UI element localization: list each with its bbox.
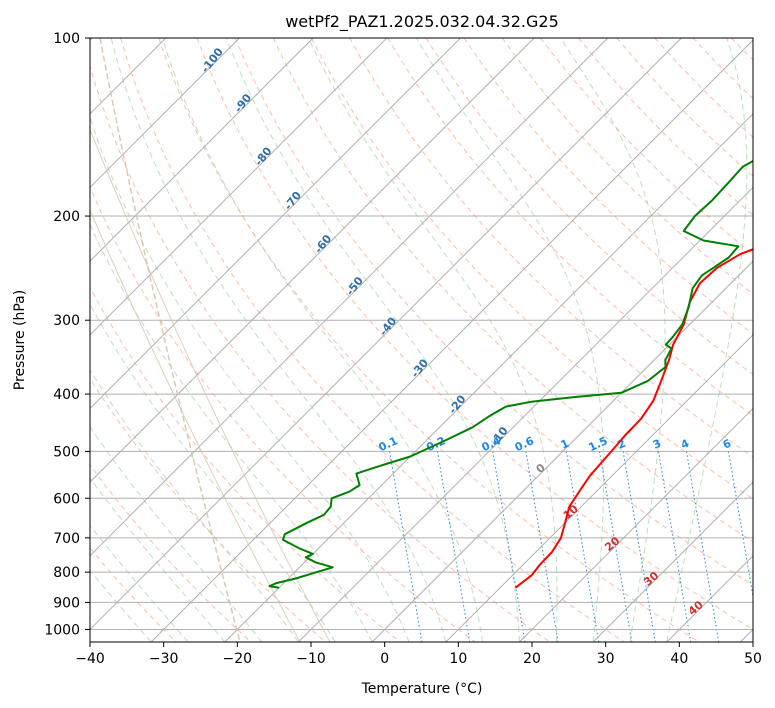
- mixing-ratio-line: [657, 451, 692, 642]
- x-tick-label: 30: [597, 651, 615, 667]
- background-arcs: [90, 38, 331, 642]
- isotherm-line: [90, 38, 609, 557]
- x-tick-label: 20: [523, 651, 541, 667]
- moist-adiabat: [90, 569, 152, 642]
- x-tick-label: 10: [449, 651, 467, 667]
- mixing-ratio-line: [389, 451, 423, 642]
- y-tick-label: 500: [53, 444, 80, 460]
- mixing-ratio-line: [436, 451, 471, 642]
- plot-frame: [89, 37, 754, 643]
- x-axis-ticks: −40 −30 −20 −10 0 10 20 30 40 50: [75, 642, 762, 667]
- x-axis-label: Temperature (°C): [361, 681, 483, 697]
- mixing-ratio-line: [492, 451, 526, 642]
- y-tick-label: 400: [53, 387, 80, 403]
- isotherm-line: [90, 38, 535, 483]
- mixing-ratio-line: [685, 451, 720, 642]
- isotherm-line: [298, 186, 753, 642]
- mixing-ratio-line: [565, 451, 600, 642]
- dry-adiabat: [234, 38, 753, 586]
- isotherm-line: [90, 38, 240, 189]
- y-tick-label: 700: [53, 531, 80, 547]
- isotherm-line: [90, 38, 682, 631]
- x-tick-label: −10: [296, 651, 326, 667]
- mixing-ratio-line: [727, 451, 753, 600]
- y-tick-label: 900: [53, 595, 80, 611]
- isotherm-line: [90, 38, 388, 336]
- moist-adiabat: [90, 223, 373, 642]
- x-tick-label: 50: [744, 651, 762, 667]
- y-tick-label: 300: [53, 313, 80, 329]
- isotherm-line: [445, 334, 753, 642]
- moist-adiabat: [666, 38, 748, 642]
- isotherm-line: [592, 481, 753, 642]
- mixing-ratio-label: 8: [750, 437, 762, 452]
- dry-adiabat: [196, 38, 753, 631]
- isotherms: [90, 38, 753, 642]
- dry-adiabat: [90, 377, 327, 642]
- isotherm-line: [90, 38, 461, 410]
- moist-adiabat: [307, 38, 558, 642]
- temperature-line: [514, 248, 753, 589]
- isotherm-line: [90, 38, 314, 262]
- moist-adiabat: [225, 38, 520, 642]
- x-tick-label: −40: [75, 651, 105, 667]
- background-arc: [90, 129, 331, 642]
- moist-adiabat: [559, 38, 666, 642]
- x-tick-label: 0: [380, 651, 389, 667]
- dry-adiabat: [90, 464, 252, 642]
- mixing-ratio-line: [622, 451, 656, 642]
- moist-adiabat: [90, 115, 410, 642]
- x-tick-label: −20: [223, 651, 253, 667]
- dry-adiabat: [349, 38, 753, 458]
- isotherm-line: [150, 39, 753, 642]
- dry-adiabat: [158, 38, 700, 642]
- y-tick-label: 1000: [44, 622, 80, 638]
- dewpoint-line: [268, 159, 753, 589]
- background-arc: [90, 209, 301, 642]
- moist-adiabat: [110, 38, 447, 642]
- dry-adiabat: [90, 185, 476, 642]
- dry-adiabat: [387, 38, 753, 417]
- y-axis-label: Pressure (hPa): [12, 290, 28, 390]
- moist-adiabat: [415, 38, 605, 642]
- moist-adiabat: [90, 425, 262, 642]
- dry-adiabat: [310, 38, 753, 500]
- chart-title: wetPf2_PAZ1.2025.032.04.32.G25: [285, 12, 559, 32]
- plot-area: -100-90-80-70-60-50-40-30-20-100.1 0.2 0.4…: [90, 38, 762, 642]
- y-tick-label: 800: [53, 565, 80, 581]
- y-tick-label: 200: [53, 209, 80, 225]
- isotherm-line: [371, 260, 753, 642]
- moist-adiabat: [161, 38, 484, 642]
- profiles: [268, 159, 753, 589]
- x-tick-label: 40: [670, 651, 688, 667]
- x-tick-label: −30: [149, 651, 179, 667]
- background-arc: [99, 38, 241, 642]
- y-tick-label: 100: [53, 31, 80, 47]
- moist-adiabat: [90, 477, 226, 642]
- isotherm-line: [519, 407, 753, 642]
- isotherm-line: [224, 113, 753, 642]
- y-axis-ticks: 100 200 300 400 500 600 700 800 900 1000: [44, 31, 90, 638]
- dry-adiabat: [120, 38, 625, 642]
- dry-adiabats: [90, 38, 753, 642]
- moist-adiabat: [90, 524, 189, 642]
- y-tick-label: 600: [53, 491, 80, 507]
- dry-adiabat: [90, 64, 551, 642]
